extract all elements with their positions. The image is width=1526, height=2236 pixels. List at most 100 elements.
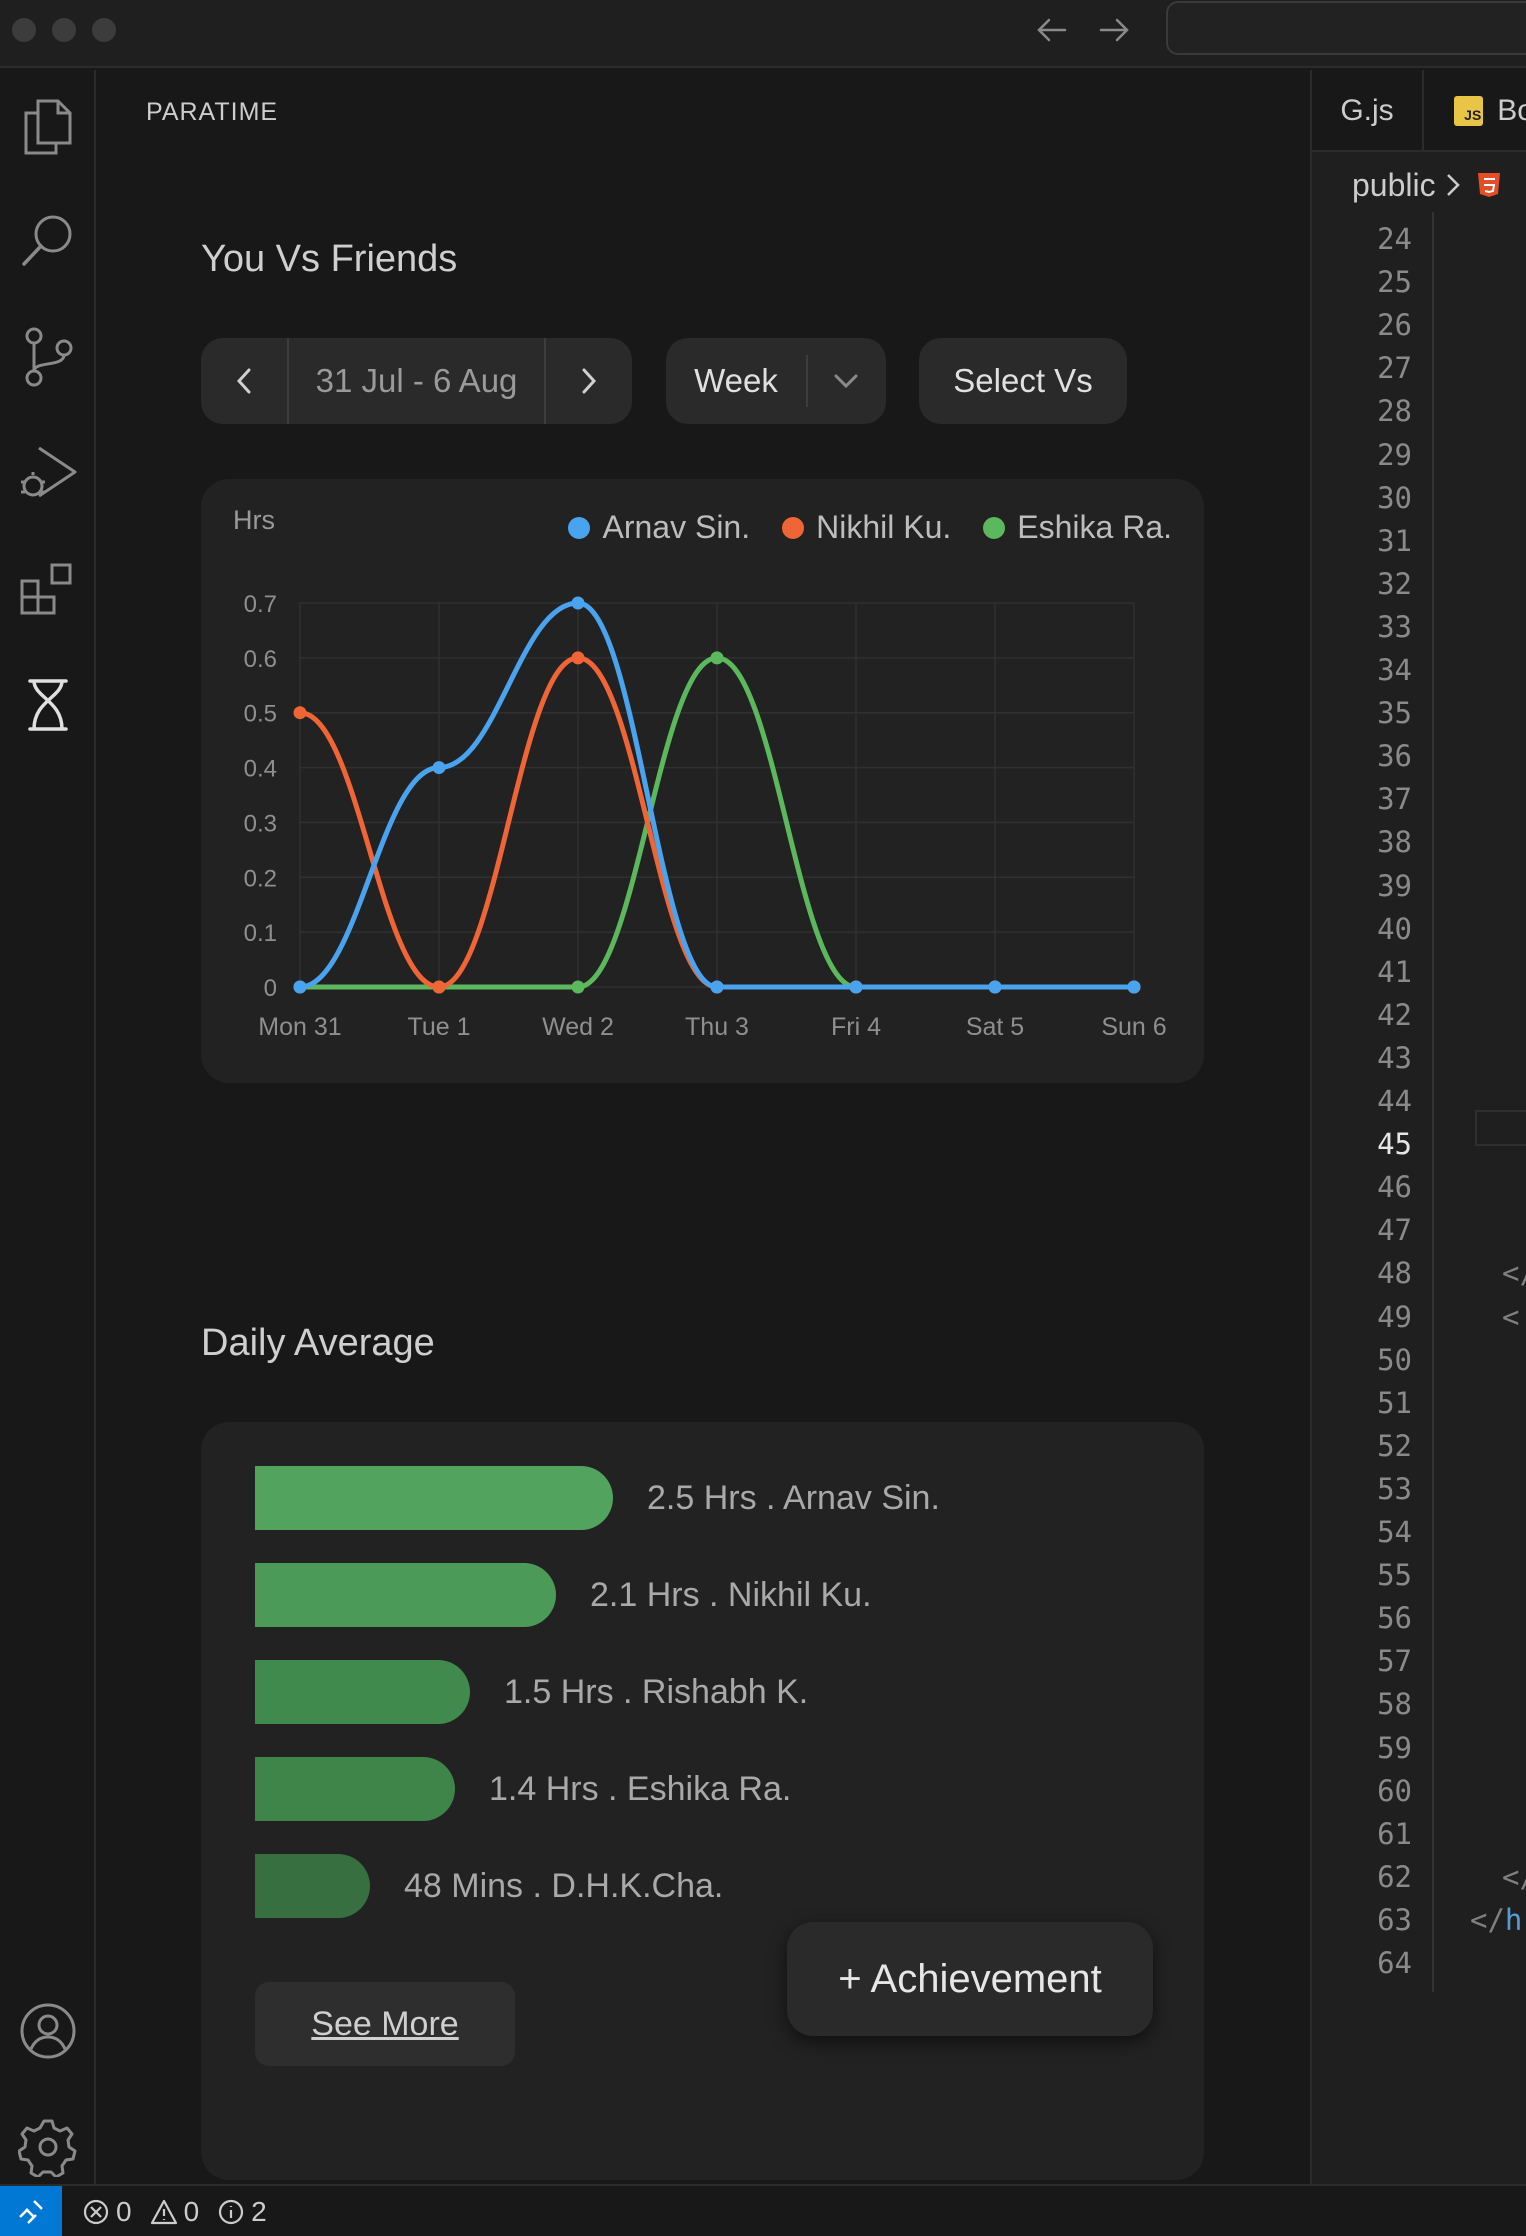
- account-icon[interactable]: [0, 1986, 96, 2076]
- line-number: 36: [1377, 739, 1412, 773]
- indent-guide: [1432, 212, 1434, 1992]
- hourglass-icon[interactable]: [0, 660, 96, 750]
- line-number: 47: [1377, 1213, 1412, 1247]
- editor-tab[interactable]: G.js: [1312, 70, 1424, 152]
- remote-icon[interactable]: [0, 2186, 62, 2236]
- run-debug-icon[interactable]: [0, 428, 96, 518]
- see-more-button[interactable]: See More: [255, 1982, 515, 2066]
- daily-average-label: 1.5 Hrs . Rishabh K.: [504, 1672, 809, 1711]
- line-number: 42: [1377, 998, 1412, 1032]
- daily-average-bar: [255, 1466, 613, 1530]
- daily-average-bar: [255, 1660, 470, 1724]
- line-number: 38: [1377, 825, 1412, 859]
- extensions-icon[interactable]: [0, 544, 96, 634]
- next-week-button[interactable]: [546, 338, 632, 424]
- search-icon[interactable]: [0, 196, 96, 286]
- period-select[interactable]: Week: [666, 338, 886, 424]
- y-tick-label: 0.2: [244, 865, 277, 892]
- data-point: [988, 980, 1002, 994]
- current-line-highlight: [1475, 1110, 1526, 1146]
- daily-average-row: 1.5 Hrs . Rishabh K.: [255, 1660, 808, 1724]
- legend-item[interactable]: Nikhil Ku.: [782, 509, 951, 546]
- command-center-search[interactable]: [1166, 1, 1526, 55]
- line-number: 32: [1377, 567, 1412, 601]
- close-window-dot[interactable]: [12, 18, 36, 42]
- date-range-label: 31 Jul - 6 Aug: [315, 362, 518, 399]
- line-number: 62: [1377, 1860, 1412, 1894]
- line-number: 61: [1377, 1817, 1412, 1851]
- y-tick-label: 0.1: [244, 920, 277, 947]
- x-tick-label: Wed 2: [542, 1013, 614, 1041]
- breadcrumb-folder[interactable]: public: [1352, 166, 1436, 203]
- data-point: [432, 980, 446, 994]
- divider: [287, 338, 289, 424]
- gear-icon[interactable]: [0, 2102, 96, 2192]
- line-number: 53: [1377, 1472, 1412, 1506]
- files-icon[interactable]: [0, 82, 96, 172]
- data-point: [849, 980, 863, 994]
- minimize-window-dot[interactable]: [52, 18, 76, 42]
- daily-average-bar: [255, 1563, 556, 1627]
- x-tick-label: Sun 6: [1101, 1013, 1166, 1041]
- legend-item[interactable]: Eshika Ra.: [983, 509, 1172, 546]
- editor-tab[interactable]: JS Bo: [1454, 70, 1526, 152]
- source-control-icon[interactable]: [0, 312, 96, 402]
- forward-arrow-icon[interactable]: [1092, 8, 1136, 52]
- line-number: 59: [1377, 1731, 1412, 1765]
- back-arrow-icon[interactable]: [1030, 8, 1074, 52]
- select-vs-button[interactable]: Select Vs: [919, 338, 1127, 424]
- legend-dot: [983, 516, 1006, 539]
- data-point: [571, 980, 585, 994]
- line-number: 31: [1377, 524, 1412, 558]
- legend-label: Arnav Sin.: [602, 509, 751, 545]
- line-number: 45: [1377, 1127, 1412, 1161]
- legend-label: Eshika Ra.: [1017, 509, 1172, 545]
- code-fragment: </: [1502, 1860, 1526, 1894]
- line-number: 63: [1377, 1903, 1412, 1937]
- line-number: 57: [1377, 1644, 1412, 1678]
- paratime-sidebar: PARATIME You Vs Friends 31 Jul - 6 Aug W…: [98, 70, 1358, 2184]
- line-number: 41: [1377, 955, 1412, 989]
- line-number: 27: [1377, 351, 1412, 385]
- line-number: 43: [1377, 1041, 1412, 1075]
- line-number: 25: [1377, 265, 1412, 299]
- line-number: 64: [1377, 1946, 1412, 1980]
- legend-item[interactable]: Arnav Sin.: [568, 509, 750, 546]
- activity-bar: [0, 70, 96, 2184]
- daily-average-bar: [255, 1854, 370, 1918]
- problems-status[interactable]: 0 0 2: [82, 2186, 279, 2236]
- data-point: [1127, 980, 1141, 994]
- line-number: 30: [1377, 481, 1412, 515]
- line-number: 44: [1377, 1084, 1412, 1118]
- line-number: 35: [1377, 696, 1412, 730]
- data-point: [710, 980, 724, 994]
- error-count: 0: [116, 2196, 132, 2227]
- error-icon: [83, 2199, 109, 2225]
- line-number: 26: [1377, 308, 1412, 342]
- date-range-control: 31 Jul - 6 Aug: [201, 338, 632, 424]
- vs-section-title: You Vs Friends: [201, 238, 458, 280]
- prev-week-button[interactable]: [201, 338, 287, 424]
- y-tick-label: 0.6: [244, 646, 277, 673]
- line-number: 54: [1377, 1515, 1412, 1549]
- y-tick-label: 0: [264, 975, 277, 1002]
- y-tick-label: 0.4: [244, 756, 277, 783]
- divider: [806, 355, 808, 407]
- warning-icon: [150, 2199, 177, 2225]
- line-number: 60: [1377, 1774, 1412, 1808]
- line-chart: Hrs 0 0.1 0.2 0.3 0.4 0.5 0.6 0.7 Mon 31 Tue 1 Wed …: [233, 505, 1167, 1041]
- line-number: 39: [1377, 869, 1412, 903]
- maximize-window-dot[interactable]: [92, 18, 116, 42]
- add-achievement-button[interactable]: + Achievement: [787, 1922, 1153, 2036]
- legend-dot: [782, 516, 805, 539]
- line-number: 29: [1377, 438, 1412, 472]
- chevron-right-icon: [1446, 174, 1460, 196]
- line-number: 50: [1377, 1343, 1412, 1377]
- x-tick-label: Mon 31: [258, 1013, 341, 1041]
- daily-average-row: 2.5 Hrs . Arnav Sin.: [255, 1466, 940, 1530]
- chevron-down-icon[interactable]: [808, 338, 884, 424]
- line-number: 34: [1377, 653, 1412, 687]
- x-tick-label: Sat 5: [966, 1013, 1024, 1041]
- editor-tab-label: G.js: [1340, 94, 1394, 127]
- line-number: 46: [1377, 1170, 1412, 1204]
